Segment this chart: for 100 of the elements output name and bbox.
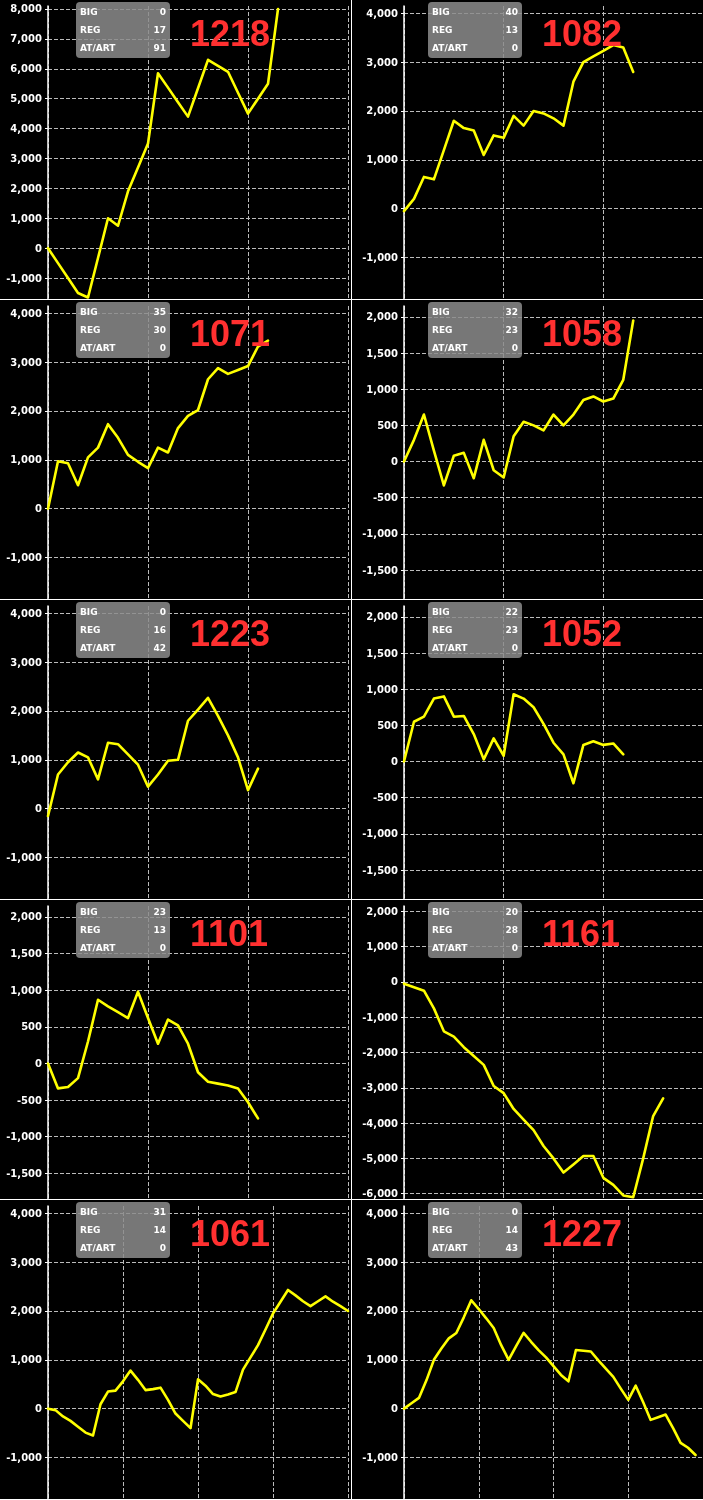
y-tick-label: -1,000 (362, 828, 399, 840)
annotation: 14 (153, 1224, 166, 1237)
y-tick-label: 3,000 (10, 1256, 43, 1268)
y-tick-label: -1,000 (362, 1451, 399, 1463)
annotation: 1052 (542, 613, 623, 654)
y-tick-label: 0 (391, 756, 399, 768)
y-tick-label: 4,000 (366, 7, 399, 19)
annotation: BIG (432, 1206, 450, 1219)
y-tick-label: 6,000 (10, 63, 43, 75)
annotation: 1227 (542, 1213, 623, 1254)
y-tick-label: 2,000 (366, 905, 399, 917)
annotation: 30 (153, 324, 166, 337)
annotation: 14 (505, 1224, 518, 1237)
y-tick-label: 1,500 (366, 647, 399, 659)
y-tick-label: 2,000 (366, 311, 399, 323)
annotation: 23 (153, 906, 166, 919)
annotation: 0 (159, 942, 166, 955)
annotation: AT/ART (432, 342, 468, 355)
line-series (402, 1298, 697, 1457)
y-tick-label: 500 (21, 1021, 43, 1033)
y-tick-label: 0 (35, 1403, 43, 1415)
annotation: AT/ART (80, 642, 116, 655)
annotation: 23 (505, 324, 518, 337)
y-tick-label: 5,000 (10, 93, 43, 105)
y-tick-label: 0 (391, 976, 399, 988)
y-tick-label: -1,000 (362, 1011, 399, 1023)
line-series (46, 7, 280, 299)
annotation: 1058 (542, 313, 623, 354)
annotation: AT/ART (80, 942, 116, 955)
annotation: 16 (153, 624, 166, 637)
annotation: REG (432, 324, 453, 337)
annotation: 91 (153, 42, 166, 55)
y-tick-label: 1,000 (10, 212, 43, 224)
annotation: REG (80, 324, 101, 337)
annotation: AT/ART (432, 1242, 468, 1255)
annotation: 0 (511, 1206, 518, 1219)
annotation: 1071 (190, 313, 271, 354)
annotation: 0 (159, 606, 166, 619)
annotation: 1161 (542, 913, 621, 954)
y-tick-label: 0 (35, 1057, 43, 1069)
annotation: REG (432, 624, 453, 637)
annotation: REG (80, 1224, 101, 1237)
annotation: 42 (153, 642, 166, 655)
annotation: 1101 (190, 913, 269, 954)
y-tick-label: 0 (35, 803, 43, 815)
line-series (46, 1288, 350, 1437)
annotation: BIG (432, 6, 450, 19)
y-tick-label: -1,000 (6, 1451, 43, 1463)
y-tick-label: -1,500 (362, 864, 399, 876)
annotation: 32 (505, 306, 518, 319)
y-tick-label: -3,000 (362, 1082, 399, 1094)
y-tick-label: 7,000 (10, 33, 43, 45)
y-tick-label: 3,000 (366, 56, 399, 68)
y-tick-label: 0 (391, 456, 399, 468)
annotation: REG (80, 624, 101, 637)
y-tick-label: 4,000 (10, 1207, 43, 1219)
annotation: 0 (159, 6, 166, 19)
line-series (46, 990, 260, 1120)
annotation: 0 (511, 342, 518, 355)
y-tick-label: -500 (16, 1094, 43, 1106)
y-tick-label: -1,500 (6, 1167, 43, 1179)
y-tick-label: -500 (372, 792, 399, 804)
y-tick-label: 2,000 (366, 1305, 399, 1317)
y-tick-label: -1,000 (362, 251, 399, 263)
annotation: 0 (511, 642, 518, 655)
y-tick-label: 1,000 (366, 1354, 399, 1366)
y-tick-label: -2,000 (362, 1047, 399, 1058)
y-tick-label: 1,000 (10, 1354, 43, 1366)
y-tick-label: 500 (377, 719, 399, 731)
y-tick-label: 1,500 (10, 948, 43, 960)
annotation: BIG (80, 606, 98, 619)
y-tick-label: -5,000 (362, 1152, 399, 1164)
y-tick-label: 3,000 (10, 656, 43, 668)
y-tick-label: 1,000 (366, 383, 399, 395)
annotation: 17 (153, 24, 166, 37)
annotation: 35 (153, 306, 166, 319)
annotation: BIG (432, 906, 450, 919)
annotation: 40 (505, 6, 518, 19)
y-tick-label: 2,000 (366, 611, 399, 623)
annotation: 1223 (190, 613, 271, 654)
annotation: AT/ART (80, 42, 116, 55)
y-tick-label: 1,000 (366, 683, 399, 695)
annotation: REG (432, 924, 453, 937)
y-tick-label: 2,000 (10, 405, 43, 417)
y-tick-label: 1,000 (366, 941, 399, 953)
y-tick-label: 4,000 (10, 307, 43, 319)
line-series (46, 696, 260, 818)
annotation: 23 (505, 624, 518, 637)
y-tick-label: 1,000 (10, 984, 43, 996)
annotation: 31 (153, 1206, 166, 1219)
annotation: BIG (432, 306, 450, 319)
y-tick-label: 8,000 (10, 3, 43, 15)
annotation: BIG (432, 606, 450, 619)
y-tick-label: 4,000 (10, 607, 43, 619)
y-tick-label: 1,000 (366, 154, 399, 166)
annotation: AT/ART (80, 342, 116, 355)
annotation: REG (80, 24, 101, 37)
y-tick-label: 0 (391, 1403, 399, 1415)
y-tick-label: 3,000 (10, 356, 43, 368)
line-series (402, 319, 635, 487)
